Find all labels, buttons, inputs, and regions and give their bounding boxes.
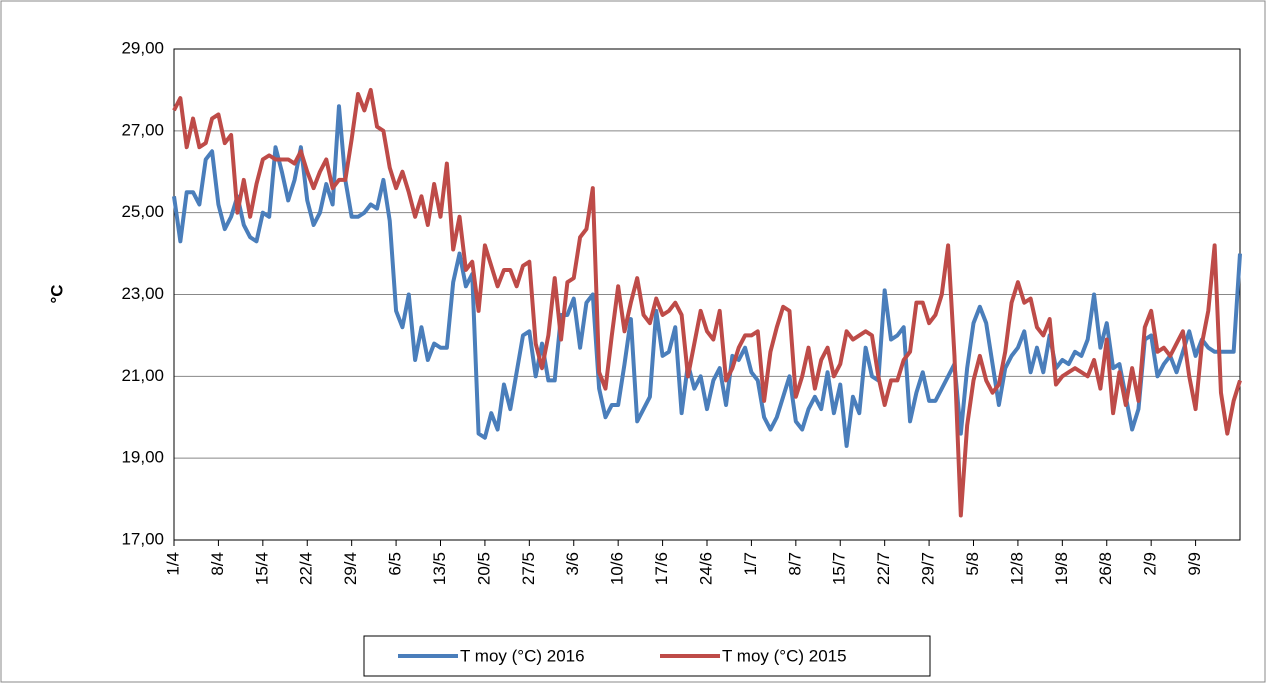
legend-label: T moy (°C) 2015 xyxy=(722,646,847,665)
y-axis-label: °C xyxy=(47,284,66,303)
x-tick-label: 8/4 xyxy=(208,552,227,576)
x-tick-label: 2/9 xyxy=(1141,552,1160,576)
x-tick-label: 17/6 xyxy=(652,552,671,585)
x-tick-label: 1/7 xyxy=(741,552,760,576)
x-tick-label: 3/6 xyxy=(563,552,582,576)
x-tick-label: 1/4 xyxy=(163,552,182,576)
legend-box xyxy=(363,635,931,677)
x-tick-label: 10/6 xyxy=(608,552,627,585)
y-tick-label: 17,00 xyxy=(121,529,164,548)
x-tick-label: 19/8 xyxy=(1052,552,1071,585)
x-tick-label: 9/9 xyxy=(1185,552,1204,576)
x-tick-label: 12/8 xyxy=(1007,552,1026,585)
x-tick-label: 27/5 xyxy=(519,552,538,585)
x-tick-label: 29/4 xyxy=(341,552,360,585)
x-tick-label: 6/5 xyxy=(386,552,405,576)
x-tick-label: 5/8 xyxy=(963,552,982,576)
y-tick-label: 25,00 xyxy=(121,202,164,221)
x-tick-label: 24/6 xyxy=(696,552,715,585)
x-tick-label: 20/5 xyxy=(474,552,493,585)
x-tick-label: 22/4 xyxy=(297,552,316,585)
series-line xyxy=(172,87,1242,518)
x-tick-label: 15/4 xyxy=(252,552,271,585)
y-tick-label: 23,00 xyxy=(121,284,164,303)
series-line xyxy=(172,104,1242,448)
x-tick-label: 22/7 xyxy=(874,552,893,585)
y-tick-label: 21,00 xyxy=(121,366,164,385)
x-tick-label: 8/7 xyxy=(785,552,804,576)
x-tick-label: 29/7 xyxy=(919,552,938,585)
y-tick-label: 27,00 xyxy=(121,120,164,139)
x-tick-label: 26/8 xyxy=(1096,552,1115,585)
legend-label: T moy (°C) 2016 xyxy=(460,646,585,665)
y-tick-label: 29,00 xyxy=(121,38,164,57)
x-tick-label: 15/7 xyxy=(830,552,849,585)
y-tick-label: 19,00 xyxy=(121,448,164,467)
x-tick-label: 13/5 xyxy=(430,552,449,585)
